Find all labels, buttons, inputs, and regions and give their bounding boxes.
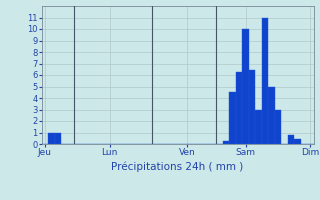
X-axis label: Précipitations 24h ( mm ): Précipitations 24h ( mm ) [111, 161, 244, 172]
Bar [288, 135, 294, 144]
Bar [249, 70, 255, 144]
Bar [294, 139, 301, 144]
Bar [255, 110, 262, 144]
Bar [268, 86, 275, 144]
Bar [275, 110, 281, 144]
Bar [48, 132, 54, 144]
Bar [54, 132, 61, 144]
Bar [236, 72, 242, 144]
Bar [223, 141, 229, 144]
Bar [242, 29, 249, 144]
Bar [262, 18, 268, 144]
Bar [229, 92, 236, 144]
